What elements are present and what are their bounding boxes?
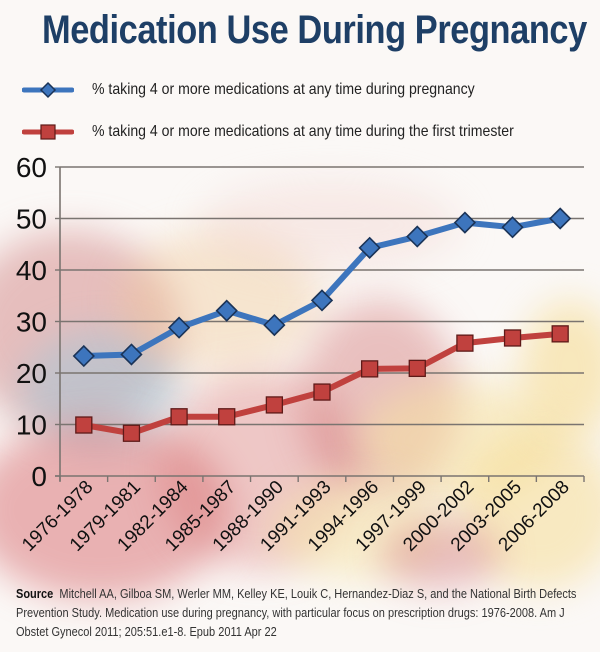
data-point-square — [122, 424, 141, 442]
data-point-square — [456, 334, 474, 352]
y-tick-label: 50 — [16, 204, 47, 235]
y-tick-label: 10 — [16, 410, 47, 441]
data-point-diamond — [167, 316, 191, 339]
data-point-diamond — [215, 299, 238, 322]
data-point-diamond — [72, 344, 95, 368]
y-tick-label: 0 — [31, 461, 47, 492]
legend-item-first-trimester: % taking 4 or more medications at any ti… — [22, 122, 571, 142]
y-axis-ticks: 0 10 20 30 40 50 60 — [16, 152, 47, 492]
chart-title: Medication Use During Pregnancy — [42, 8, 587, 52]
data-point-square — [408, 359, 426, 378]
data-point-diamond — [310, 289, 334, 312]
data-point-diamond — [453, 211, 477, 234]
data-point-square — [218, 408, 236, 426]
data-point-square — [360, 360, 379, 378]
series-line-pregnancy — [80, 215, 564, 360]
y-tick-label: 40 — [16, 255, 47, 286]
source-citation: Source Mitchell AA, Gilboa SM, Werler MM… — [16, 585, 592, 642]
data-point-diamond — [358, 236, 381, 259]
data-point-diamond — [501, 216, 524, 239]
y-tick-label: 20 — [16, 358, 47, 389]
gridlines — [55, 166, 584, 477]
data-point-square — [170, 408, 188, 426]
legend-label-first-trimester: % taking 4 or more medications at any ti… — [92, 123, 514, 140]
data-point-diamond — [120, 343, 143, 366]
data-point-square — [75, 416, 93, 434]
data-point-square — [313, 383, 331, 401]
data-point-diamond — [549, 207, 572, 230]
series-lines — [72, 207, 572, 442]
data-point-diamond — [406, 225, 429, 248]
legend-label-pregnancy: % taking 4 or more medications at any ti… — [92, 81, 475, 98]
data-point-diamond — [263, 313, 286, 337]
data-point-square — [551, 325, 569, 343]
legend-marker-diamond-icon — [22, 81, 74, 99]
source-label: Source — [16, 587, 54, 601]
source-text: Mitchell AA, Gilboa SM, Werler MM, Kelle… — [16, 587, 577, 639]
y-tick-label: 60 — [16, 152, 47, 183]
legend-marker-square-icon — [22, 124, 74, 140]
data-point-square — [503, 329, 522, 347]
legend-item-pregnancy: % taking 4 or more medications at any ti… — [22, 80, 527, 100]
data-point-square — [265, 396, 284, 414]
y-tick-label: 30 — [16, 307, 47, 338]
